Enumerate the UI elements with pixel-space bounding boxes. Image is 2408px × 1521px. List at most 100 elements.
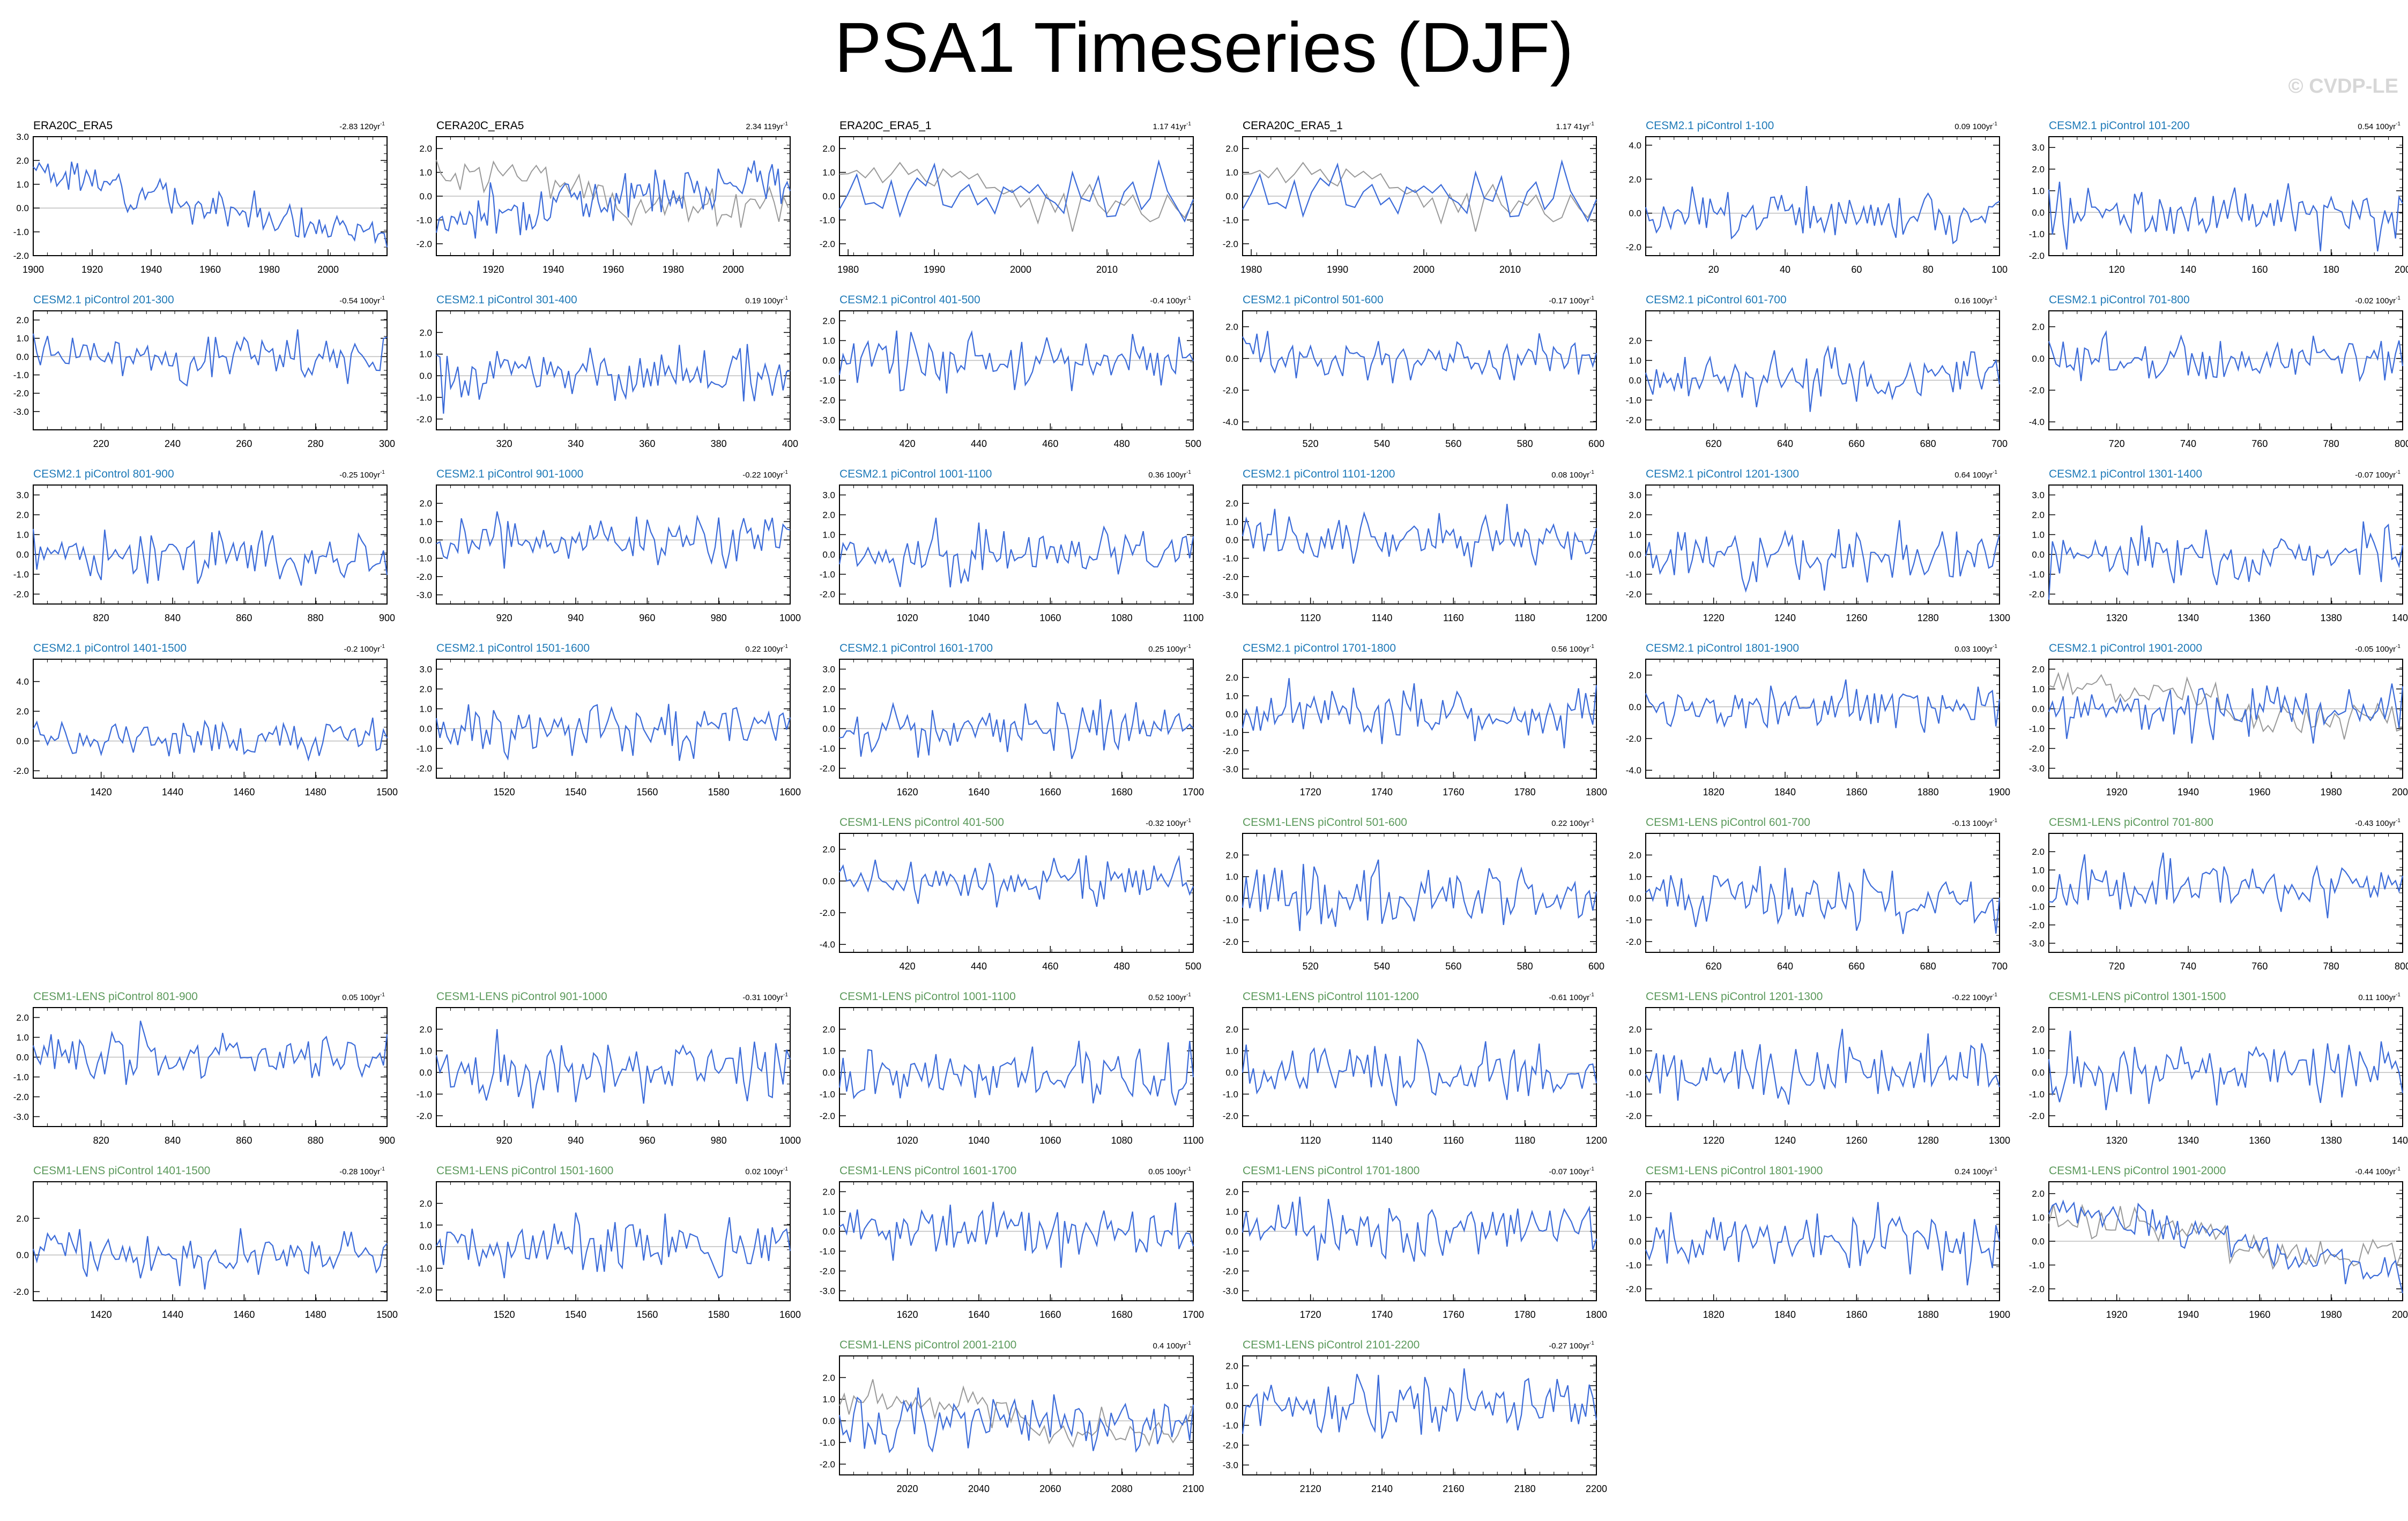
x-tick-label: 1300 xyxy=(1989,613,2010,623)
x-tick-label: 1840 xyxy=(1774,1309,1796,1320)
y-tick-label: -2.0 xyxy=(417,1111,432,1121)
x-tick-label: 2060 xyxy=(1039,1483,1061,1494)
x-tick-label: 900 xyxy=(379,1135,395,1146)
panel-14: CESM2.1 piControl 901-1000 -0.22 100yr-1 2… xyxy=(417,468,801,623)
x-tick-label: 440 xyxy=(971,961,987,972)
x-tick-label: 920 xyxy=(496,1135,512,1146)
x-tick-label: 500 xyxy=(1185,438,1201,449)
x-tick-label: 180 xyxy=(2323,264,2339,275)
x-tick-label: 1980 xyxy=(837,264,859,275)
y-tick-label: 3.0 xyxy=(16,132,29,142)
y-tick-label: -2.0 xyxy=(1223,572,1238,582)
panel-12: CESM2.1 piControl 701-800 -0.02 100yr-1 2.… xyxy=(2029,294,2408,449)
x-tick-label: 340 xyxy=(568,438,584,449)
x-tick-label: 820 xyxy=(93,613,109,623)
y-tick-label: -3.0 xyxy=(2029,764,2045,774)
y-tick-label: 0.0 xyxy=(16,1053,29,1063)
panel-title: CESM2.1 piControl 1501-1600 xyxy=(436,642,590,654)
y-tick-label: -2.0 xyxy=(820,1111,835,1121)
x-tick-label: 540 xyxy=(1374,438,1390,449)
panel-40: CESM1-LENS piControl 1901-2000 -0.44 100y… xyxy=(2029,1165,2408,1320)
panel-19: CESM2.1 piControl 1401-1500 -0.2 100yr-1 4… xyxy=(13,642,398,797)
series-line xyxy=(1645,345,2001,412)
y-tick-label: 0.0 xyxy=(822,356,835,366)
y-tick-label: 1.0 xyxy=(419,1220,432,1231)
y-tick-label: -1.0 xyxy=(1223,1089,1238,1099)
y-tick-label: 2.0 xyxy=(2032,1024,2045,1034)
series-line xyxy=(2048,521,2404,600)
trend-label: 1.17 41yr-1 xyxy=(1556,121,1595,131)
y-tick-label: -2.0 xyxy=(2029,590,2045,600)
x-tick-label: 420 xyxy=(900,961,916,972)
x-tick-label: 1680 xyxy=(1111,787,1133,797)
y-tick-label: 1.0 xyxy=(419,168,432,178)
x-tick-label: 1400 xyxy=(2392,613,2408,623)
trend-label: 0.52 100yr-1 xyxy=(1148,992,1191,1002)
y-tick-label: -3.0 xyxy=(2029,938,2045,949)
y-tick-label: 2.0 xyxy=(822,510,835,520)
plot-frame xyxy=(436,1007,791,1127)
y-tick-label: -3.0 xyxy=(1223,764,1238,774)
panel-title: CESM2.1 piControl 301-400 xyxy=(436,294,577,306)
panel-11: CESM2.1 piControl 601-700 0.16 100yr-1 2.0… xyxy=(1626,294,2008,449)
x-tick-label: 260 xyxy=(236,438,252,449)
x-tick-label: 2000 xyxy=(1413,264,1435,275)
y-tick-label: -1.0 xyxy=(417,215,432,225)
x-tick-label: 2010 xyxy=(1499,264,1521,275)
series-line xyxy=(1242,159,1597,223)
x-tick-label: 960 xyxy=(639,613,655,623)
panel-title: CESM1-LENS piControl 1101-1200 xyxy=(1243,990,1419,1003)
x-tick-label: 20 xyxy=(1708,264,1719,275)
y-tick-label: 3.0 xyxy=(419,665,432,675)
y-tick-label: -2.0 xyxy=(1626,590,1641,600)
y-tick-label: -2.0 xyxy=(417,239,432,249)
panel-41: CESM1-LENS piControl 2001-2100 0.4 100yr-… xyxy=(820,1339,1204,1494)
panel-29: CESM1-LENS piControl 801-900 0.05 100yr-1… xyxy=(13,990,395,1146)
y-tick-label: -2.0 xyxy=(13,389,29,399)
y-tick-label: 2.0 xyxy=(1225,1187,1238,1197)
x-tick-label: 2020 xyxy=(897,1483,918,1494)
x-tick-label: 540 xyxy=(1374,961,1390,972)
y-tick-label: -2.0 xyxy=(1626,1284,1641,1294)
x-tick-label: 1100 xyxy=(1183,613,1204,623)
panel-title: CESM2.1 piControl 1301-1400 xyxy=(2049,468,2202,480)
y-tick-label: -1.0 xyxy=(820,215,835,225)
x-tick-label: 460 xyxy=(1042,438,1058,449)
x-tick-label: 780 xyxy=(2323,438,2339,449)
x-tick-label: 1940 xyxy=(2177,1309,2199,1320)
y-tick-label: -1.0 xyxy=(417,1263,432,1273)
y-tick-label: 2.0 xyxy=(16,1013,29,1023)
x-tick-label: 1880 xyxy=(1918,787,1939,797)
y-tick-label: 0.0 xyxy=(419,371,432,381)
y-tick-label: -1.0 xyxy=(1223,1247,1238,1257)
panel-title: CESM2.1 piControl 201-300 xyxy=(33,294,174,306)
y-tick-label: -2.0 xyxy=(2029,744,2045,754)
panel-30: CESM1-LENS piControl 901-1000 -0.31 100yr… xyxy=(417,990,801,1146)
x-tick-label: 1900 xyxy=(1989,1309,2010,1320)
y-tick-label: -2.0 xyxy=(1626,937,1641,947)
y-tick-label: 0.0 xyxy=(2032,704,2045,714)
panel-title: CESM1-LENS piControl 1401-1500 xyxy=(33,1165,210,1177)
x-tick-label: 840 xyxy=(165,613,181,623)
y-tick-label: 0.0 xyxy=(419,1242,432,1252)
panel-title: CESM2.1 piControl 1-100 xyxy=(1646,120,1774,132)
panel-2: CERA20C_ERA5 2.34 119yr-1 2.0 1.0 0.0 -1.0 -2.… xyxy=(417,120,791,275)
x-tick-label: 200 xyxy=(2395,264,2408,275)
x-tick-label: 1040 xyxy=(968,1135,990,1146)
panel-title: CESM1-LENS piControl 1701-1800 xyxy=(1243,1165,1419,1177)
x-tick-label: 660 xyxy=(1848,438,1864,449)
y-tick-label: 0.0 xyxy=(822,1068,835,1078)
y-tick-label: -2.0 xyxy=(1626,1111,1641,1121)
y-tick-label: 0.0 xyxy=(2032,550,2045,560)
y-tick-label: 0.0 xyxy=(419,191,432,202)
x-tick-label: 1120 xyxy=(1300,613,1321,623)
panel-3: ERA20C_ERA5_1 1.17 41yr-1 2.0 1.0 0.0 -1.0 -2.… xyxy=(820,120,1194,275)
y-tick-label: -3.0 xyxy=(1223,1460,1238,1471)
x-tick-label: 1620 xyxy=(897,1309,918,1320)
y-tick-label: 1.0 xyxy=(2032,865,2045,875)
trend-label: -0.28 100yr-1 xyxy=(339,1166,385,1176)
x-tick-label: 980 xyxy=(711,613,727,623)
y-tick-label: -1.0 xyxy=(1223,554,1238,564)
